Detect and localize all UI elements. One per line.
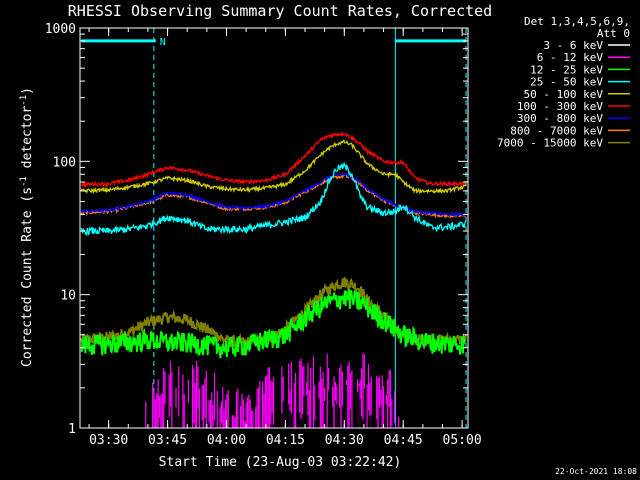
series-3 (80, 161, 467, 237)
y-tick-label: 1 (68, 422, 76, 437)
series-line-4 (80, 139, 467, 195)
legend-label-7: 800 - 7000 keV (510, 124, 603, 137)
y-tick-label: 1000 (45, 22, 76, 37)
timestamp: 22-Oct-2021 18:08 (555, 467, 637, 476)
x-tick-label: 03:45 (148, 433, 187, 448)
series-line-3 (80, 161, 467, 237)
series-5 (80, 132, 467, 189)
x-tick-label: 04:00 (207, 433, 246, 448)
legend-label-2: 12 - 25 keV (530, 63, 603, 76)
x-axis-label: Start Time (23-Aug-03 03:22:42) (159, 455, 402, 470)
legend-label-3: 25 - 50 keV (530, 76, 603, 89)
y-tick-label: 100 (53, 155, 76, 170)
y-axis: 1 10 100 1000 (45, 22, 468, 437)
series-2 (80, 289, 467, 359)
legend-header-2: Att 0 (597, 27, 630, 40)
series-line-2 (80, 289, 467, 359)
night-marker-label: N (160, 37, 166, 48)
y-tick-label: 10 (60, 289, 76, 304)
x-axis: 03:30 03:45 04:00 04:15 04:30 04:45 05:00 (88, 28, 482, 448)
series-line-5 (80, 132, 467, 189)
plot-area: N (80, 28, 467, 428)
legend-label-1: 6 - 12 keV (537, 51, 604, 64)
x-tick-label: 03:30 (89, 433, 128, 448)
legend-label-5: 100 - 300 keV (517, 100, 603, 113)
x-tick-label: 05:00 (443, 433, 482, 448)
legend-label-4: 50 - 100 keV (524, 88, 604, 101)
x-tick-label: 04:30 (325, 433, 364, 448)
y-axis-label: Corrected Count Rate (s-1 detector-1) (19, 87, 35, 367)
x-tick-label: 04:15 (266, 433, 305, 448)
legend-label-8: 7000 - 15000 keV (497, 137, 603, 150)
legend-label-6: 300 - 800 keV (517, 112, 603, 125)
plot-frame (79, 27, 469, 429)
legend-label-0: 3 - 6 keV (543, 39, 603, 52)
chart-title: RHESSI Observing Summary Count Rates, Co… (68, 2, 492, 20)
series-4 (80, 139, 467, 195)
series-0 (147, 384, 396, 428)
legend-header-1: Det 1,3,4,5,6,9, (524, 15, 630, 28)
x-tick-label: 04:45 (384, 433, 423, 448)
